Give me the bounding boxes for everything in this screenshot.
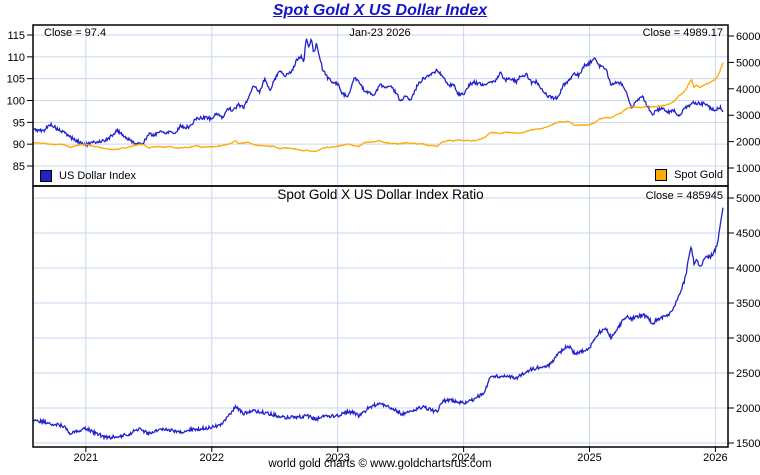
- close-us-dollar-index-label: Close = 97.4: [44, 27, 107, 39]
- x-tick-label: 2022: [200, 452, 224, 464]
- y-tick-label-left: 110: [7, 52, 25, 64]
- y-tick-label-right: 400000: [736, 263, 760, 275]
- y-tick-label-left: 95: [13, 117, 25, 129]
- y-tick-label-right: 5000: [736, 57, 760, 69]
- x-tick-label: 2024: [451, 452, 475, 464]
- footer-credit: world gold charts © www.goldchartsrus.co…: [268, 458, 492, 470]
- y-tick-label-right: 250000: [736, 368, 760, 380]
- panel-border: [32, 24, 729, 187]
- y-tick-label-right: 6000: [736, 31, 760, 43]
- y-tick-label-left: 85: [13, 161, 25, 173]
- page-title: Spot Gold X US Dollar Index: [272, 2, 488, 19]
- legend-spot-gold-label: Spot Gold: [674, 169, 723, 181]
- y-tick-label-right: 4000: [736, 84, 760, 96]
- y-tick-label-right: 200000: [736, 403, 760, 415]
- y-tick-label-right: 1000: [736, 163, 760, 175]
- panel-border: [32, 185, 729, 448]
- y-tick-label-right: 450000: [736, 228, 760, 240]
- y-tick-label-left: 105: [7, 74, 25, 86]
- x-tick-label: 2021: [74, 452, 98, 464]
- close-spot-gold-label: Close = 4989.17: [642, 27, 723, 39]
- legend-us-dollar-index-label: US Dollar Index: [59, 170, 137, 182]
- series-us-dollar-index: [33, 37, 724, 149]
- y-tick-label-right: 300000: [736, 333, 760, 345]
- x-tick-label: 2025: [577, 452, 601, 464]
- ratio-panel-title: Spot Gold X US Dollar Index Ratio: [277, 187, 484, 202]
- x-tick-label: 2026: [703, 452, 727, 464]
- y-tick-label-right: 2000: [736, 137, 760, 149]
- y-tick-label-left: 90: [13, 139, 25, 151]
- y-tick-label-left: 115: [7, 30, 25, 42]
- x-tick-label: 2023: [325, 452, 349, 464]
- y-tick-label-right: 3000: [736, 110, 760, 122]
- y-tick-label-right: 500000: [736, 193, 760, 205]
- date-label: Jan-23 2026: [349, 27, 411, 39]
- series-spot-gold-x-us-dollar-index-ratio: [33, 207, 724, 441]
- us-dollar-index-swatch: [40, 170, 52, 182]
- y-tick-label-left: 100: [7, 96, 25, 108]
- legend-us-dollar-index: US Dollar Index: [40, 170, 136, 182]
- close-ratio-label: Close = 485945: [645, 190, 723, 202]
- spot-gold-swatch: [655, 169, 668, 181]
- legend-spot-gold: Spot Gold: [655, 169, 723, 181]
- y-tick-label-right: 350000: [736, 298, 760, 310]
- series-spot-gold: [33, 62, 724, 153]
- y-tick-label-right: 150000: [736, 438, 760, 450]
